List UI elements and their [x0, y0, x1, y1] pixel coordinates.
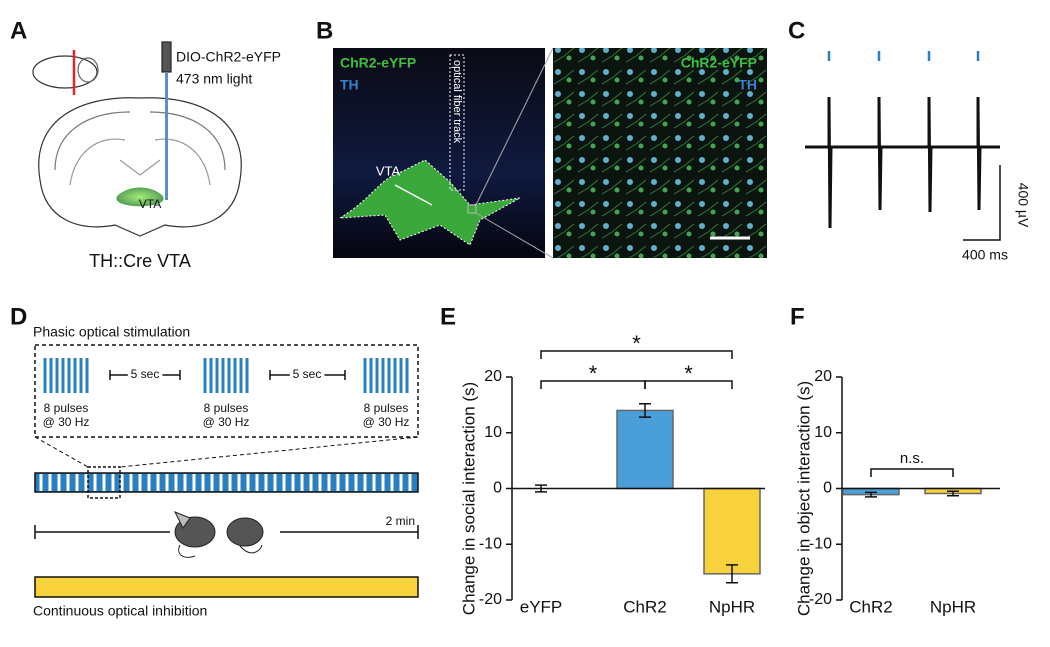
- y-axis-label: Change in social interaction (s): [459, 382, 478, 615]
- x-tick-label: ChR2: [849, 597, 892, 616]
- error-bar: [947, 490, 959, 497]
- pulse-label: 8 pulses: [364, 401, 409, 415]
- error-bar: [865, 491, 877, 498]
- y-tick-label: -10: [809, 535, 832, 552]
- stain-label: TH: [340, 77, 359, 93]
- y-axis-label: Change in object interaction (s): [794, 381, 813, 616]
- pulse-label: 8 pulses: [44, 401, 89, 415]
- gap-label: 5 sec: [131, 367, 160, 381]
- significance-label: *: [684, 361, 693, 386]
- light-label: 473 nm light: [176, 71, 252, 87]
- inhibition-label: Continuous optical inhibition: [33, 603, 207, 619]
- y-tick-label: -10: [479, 535, 502, 552]
- error-bar: [639, 403, 651, 418]
- significance-label: n.s.: [900, 450, 924, 467]
- significance-bracket: [644, 380, 733, 389]
- panel-d: [34, 344, 419, 598]
- significance-label: *: [632, 331, 641, 356]
- panel-label: B: [316, 17, 333, 44]
- y-tick-label: 0: [823, 480, 832, 497]
- construct-label: DIO-ChR2-eYFP: [176, 49, 281, 65]
- duration-label: 2 min: [386, 514, 415, 528]
- bar: [703, 487, 761, 575]
- region-label: VTA: [139, 197, 161, 211]
- region-label: VTA: [376, 163, 401, 178]
- y-tick-label: 20: [814, 368, 832, 385]
- stain-label: TH: [738, 77, 757, 93]
- error-bar: [726, 564, 738, 584]
- scale-label: 400 ms: [962, 247, 1008, 263]
- y-tick-label: 20: [484, 368, 502, 385]
- panel-label: E: [440, 303, 456, 330]
- stain-label: ChR2-eYFP: [340, 55, 416, 71]
- y-tick-label: 10: [814, 424, 832, 441]
- stain-label: ChR2-eYFP: [681, 55, 757, 71]
- panel-a: [32, 41, 242, 237]
- caption: TH::Cre VTA: [89, 251, 191, 271]
- y-tick-label: -20: [809, 591, 832, 608]
- stim-title: Phasic optical stimulation: [33, 324, 190, 340]
- panel-label: F: [790, 303, 805, 330]
- pulse-label: @ 30 Hz: [203, 415, 250, 429]
- pulse-label: @ 30 Hz: [43, 415, 90, 429]
- significance-label: *: [589, 361, 598, 386]
- panel-label: C: [788, 17, 805, 44]
- pulse-label: 8 pulses: [204, 401, 249, 415]
- significance-bracket: [870, 468, 954, 477]
- x-tick-label: NpHR: [930, 597, 976, 616]
- y-tick-label: -20: [479, 591, 502, 608]
- gap-label: 5 sec: [293, 367, 322, 381]
- panel-c: [805, 51, 1001, 241]
- panel-label: A: [10, 17, 27, 44]
- pulse-label: @ 30 Hz: [363, 415, 410, 429]
- x-tick-label: eYFP: [520, 597, 563, 616]
- bar: [616, 409, 674, 490]
- y-tick-label: 10: [484, 424, 502, 441]
- panel-b: [333, 47, 767, 259]
- x-tick-label: NpHR: [709, 597, 755, 616]
- fiber-label: optical fiber track: [451, 60, 463, 144]
- panel-label: D: [10, 303, 27, 330]
- significance-bracket: [540, 350, 733, 359]
- scale-label: 400 µV: [1015, 183, 1031, 228]
- x-tick-label: ChR2: [623, 597, 666, 616]
- y-tick-label: 0: [493, 480, 502, 497]
